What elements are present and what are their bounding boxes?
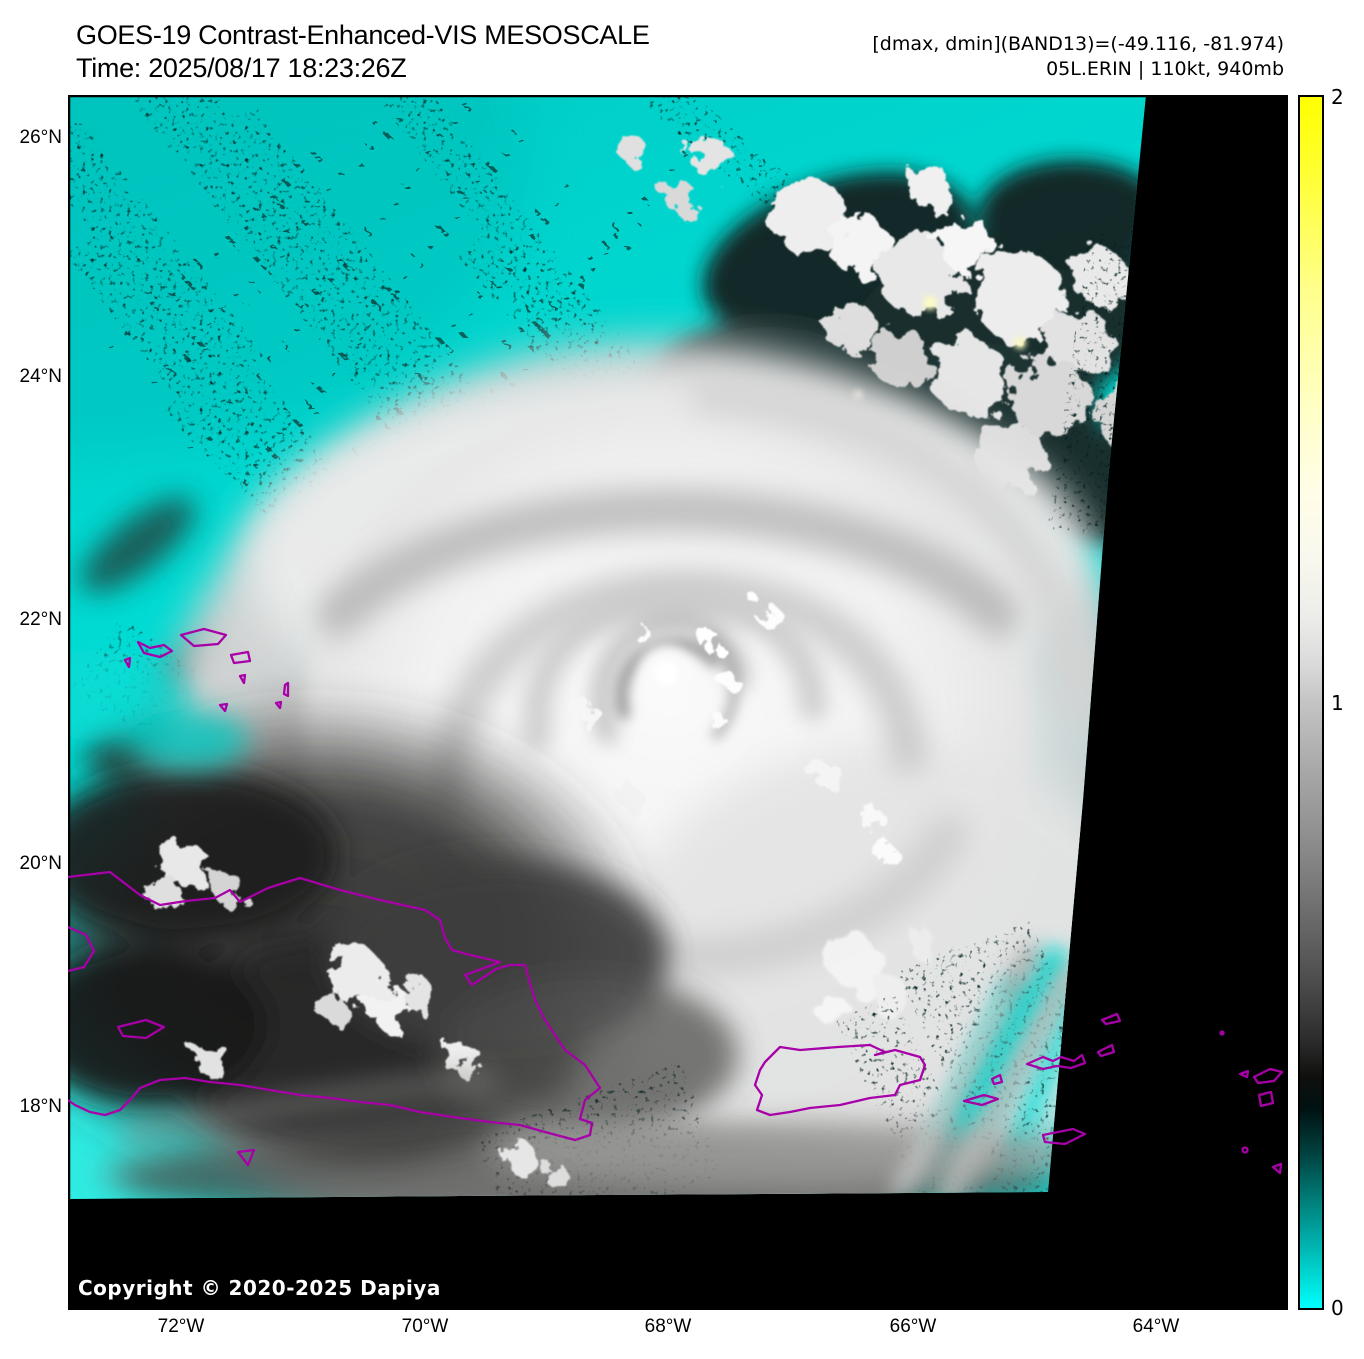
coastline-turks-caicos-6 bbox=[274, 700, 283, 710]
lat-tick-26n: 26°N bbox=[19, 127, 62, 148]
lon-tick-68w: 68°W bbox=[644, 1316, 692, 1337]
page-title: GOES-19 Contrast-Enhanced-VIS MESOSCALE bbox=[76, 20, 650, 50]
coastline-turks-caicos-7 bbox=[123, 656, 132, 669]
coastline-turks-caicos-5 bbox=[282, 681, 290, 698]
coastline-turks-caicos-1 bbox=[136, 640, 174, 659]
colorbar-gradient bbox=[1298, 95, 1324, 1310]
storm-info: 05L.ERIN | 110kt, 940mb bbox=[1046, 58, 1284, 80]
coastline-culebra bbox=[990, 1073, 1004, 1086]
coastline-haiti-bay bbox=[68, 925, 96, 973]
colorbar-tick-2: 2 bbox=[1331, 85, 1344, 109]
coastline-virgin-gorda bbox=[1100, 1012, 1122, 1026]
coastline-anguilla bbox=[1238, 1069, 1250, 1079]
coastline-turks-caicos-3 bbox=[229, 650, 252, 665]
plot-frame bbox=[68, 95, 1288, 1310]
lat-tick-24n: 24°N bbox=[19, 366, 62, 387]
coastline-st-eustatius bbox=[1271, 1162, 1283, 1175]
data-region bbox=[68, 95, 1146, 1199]
coastline-tortola bbox=[1096, 1043, 1116, 1058]
colorbar-tick-0: 0 bbox=[1331, 1296, 1344, 1320]
page-time: Time: 2025/08/17 18:23:26Z bbox=[76, 53, 407, 83]
satellite-scene bbox=[68, 95, 1288, 1310]
lon-tick-66w: 66°W bbox=[889, 1316, 937, 1337]
coastline-st-croix bbox=[1041, 1127, 1087, 1146]
coastline-turks-caicos-8 bbox=[218, 702, 229, 713]
coastline-saba bbox=[1241, 1146, 1249, 1154]
colorbar-tick-1: 1 bbox=[1331, 691, 1344, 715]
coastline-turks-caicos-2 bbox=[179, 627, 228, 648]
coastline-beata bbox=[236, 1148, 256, 1167]
south-strip-clouds bbox=[118, 945, 1088, 1199]
lat-tick-20n: 20°N bbox=[19, 853, 62, 874]
coastline-turks-caicos-4 bbox=[238, 673, 247, 685]
satellite-plot: Copyright © 2020-2025 Dapiya bbox=[68, 95, 1288, 1310]
coastlines-overlay bbox=[68, 627, 1284, 1175]
hurricane-eye bbox=[640, 645, 692, 697]
coastline-hispaniola bbox=[68, 870, 602, 1142]
lon-tick-72w: 72°W bbox=[157, 1316, 205, 1337]
lat-tick-22n: 22°N bbox=[19, 609, 62, 630]
band-info: [dmax, dmin](BAND13)=(-49.116, -81.974) bbox=[872, 33, 1284, 55]
lon-tick-64w: 64°W bbox=[1132, 1316, 1180, 1337]
coastline-st-thomas bbox=[1025, 1053, 1087, 1071]
copyright: Copyright © 2020-2025 Dapiya bbox=[78, 1276, 441, 1300]
coastline-vieques bbox=[962, 1093, 1000, 1107]
lon-tick-70w: 70°W bbox=[401, 1316, 449, 1337]
west-cyan-gaps bbox=[68, 650, 248, 770]
coastline-st-martin bbox=[1252, 1067, 1284, 1085]
upper-left-cloud-streaks bbox=[106, 103, 690, 567]
coastline-puerto-rico bbox=[753, 1043, 927, 1117]
coastline-gonave bbox=[116, 1018, 166, 1040]
coastline-sombrero bbox=[1219, 1030, 1225, 1036]
lat-tick-18n: 18°N bbox=[19, 1096, 62, 1117]
coastline-st-barts bbox=[1257, 1090, 1275, 1108]
inner-convective-cells bbox=[576, 603, 898, 865]
